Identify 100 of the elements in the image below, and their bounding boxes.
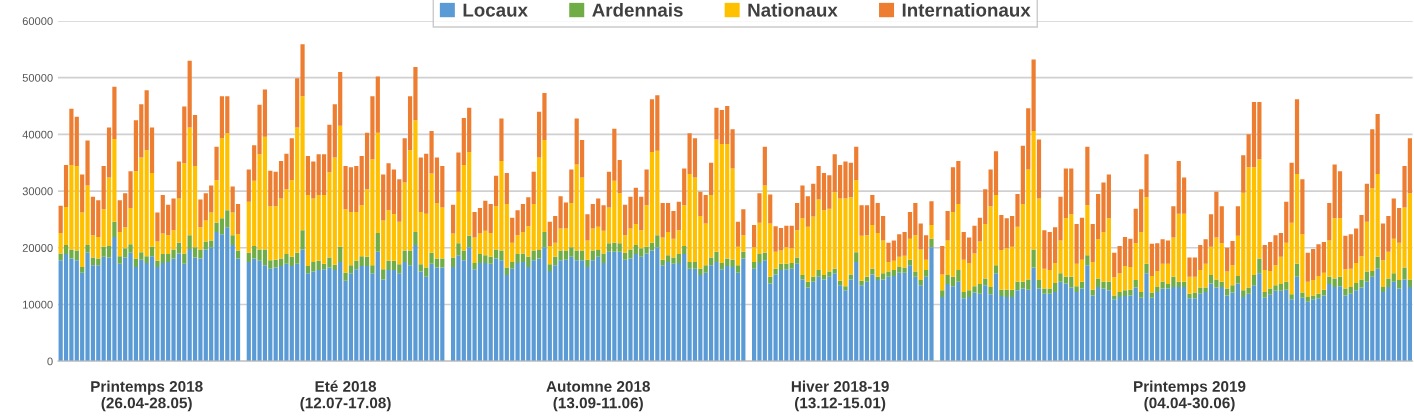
- x-tick-label: Eté 2018 (12.07-17.08): [300, 380, 391, 412]
- bar: [1112, 252, 1117, 278]
- bar: [1375, 256, 1380, 269]
- bar: [698, 268, 703, 275]
- bar: [924, 269, 929, 277]
- bar: [1079, 281, 1085, 289]
- y-tick-label: 30000: [22, 187, 53, 196]
- bar: [1149, 292, 1154, 298]
- bar: [85, 244, 90, 253]
- bar: [821, 274, 827, 280]
- bar: [703, 195, 708, 224]
- bar: [1122, 290, 1128, 296]
- bar: [1122, 295, 1128, 362]
- legend-label: Nationaux: [748, 2, 838, 17]
- bar: [1165, 240, 1171, 264]
- bar: [929, 225, 934, 239]
- bar: [579, 250, 585, 261]
- bar: [682, 246, 687, 255]
- bar: [741, 251, 746, 259]
- y-tick-label: 50000: [22, 73, 53, 82]
- bar: [1042, 230, 1047, 269]
- x-tick-label: Automne 2018 (13.09-11.06): [546, 381, 650, 412]
- bar: [1241, 155, 1246, 193]
- bar: [1171, 206, 1176, 238]
- bar: [811, 276, 816, 282]
- bar: [752, 225, 757, 248]
- bar: [472, 263, 477, 270]
- bar: [407, 250, 413, 266]
- bar: [703, 265, 708, 273]
- bar: [649, 99, 655, 152]
- bar: [305, 155, 311, 196]
- bar: [617, 243, 622, 252]
- bar: [1042, 288, 1047, 294]
- bar: [149, 246, 155, 257]
- bar: [348, 265, 354, 274]
- bar: [1300, 292, 1305, 298]
- bar: [1337, 276, 1343, 287]
- bar: [1208, 283, 1214, 362]
- bar: [1219, 281, 1224, 287]
- x-tick-label: Printemps 2019 (04.04-30.06): [1134, 380, 1246, 412]
- bar: [1375, 174, 1380, 257]
- bar: [1327, 276, 1332, 285]
- bar: [467, 235, 472, 248]
- bar: [800, 274, 805, 280]
- bar: [214, 146, 219, 181]
- bar: [940, 290, 945, 298]
- y-tick-label: 20000: [22, 244, 53, 252]
- bar: [1079, 259, 1085, 282]
- bar: [821, 279, 827, 362]
- bar: [843, 286, 848, 291]
- bar: [993, 265, 999, 274]
- bar: [112, 221, 117, 237]
- bar: [1036, 139, 1042, 199]
- legend-label: Ardennais: [592, 2, 683, 17]
- bar: [913, 271, 918, 277]
- bar: [106, 246, 112, 258]
- bar: [1031, 59, 1036, 131]
- bar: [940, 297, 945, 362]
- bar: [1144, 263, 1149, 274]
- bar: [230, 235, 235, 245]
- bar: [1327, 202, 1332, 241]
- bar: [918, 280, 923, 286]
- bar: [144, 256, 149, 264]
- bar: [1289, 294, 1294, 300]
- bar: [1407, 279, 1412, 287]
- bar: [1085, 255, 1090, 266]
- bar: [1337, 286, 1343, 362]
- bar: [1085, 205, 1090, 256]
- bar: [1300, 179, 1305, 235]
- bar: [338, 246, 343, 262]
- bar: [1112, 295, 1117, 300]
- bar: [1402, 267, 1407, 280]
- bar: [542, 231, 547, 248]
- y-tick-label: 60000: [22, 17, 53, 26]
- bar: [1246, 287, 1251, 294]
- bar: [1241, 290, 1246, 298]
- bar: [940, 246, 945, 275]
- bar: [450, 257, 456, 268]
- bar: [375, 233, 380, 252]
- bar: [757, 193, 762, 223]
- legend-label: Locaux: [463, 3, 528, 17]
- bar: [1036, 280, 1042, 289]
- bar: [617, 159, 622, 194]
- bar: [848, 274, 853, 280]
- bar: [1251, 274, 1257, 286]
- bar: [999, 289, 1004, 296]
- y-tick-label: 10000: [23, 300, 53, 309]
- bar: [907, 265, 913, 362]
- bar: [1375, 113, 1380, 175]
- bar: [268, 170, 273, 207]
- legend-label: Internationaux: [902, 2, 1031, 17]
- bar: [235, 250, 241, 259]
- bar: [219, 96, 225, 139]
- bar: [1122, 265, 1128, 291]
- bar: [988, 286, 993, 295]
- x-tick-label: Hiver 2018-19 (13.12-15.01): [791, 380, 889, 412]
- bar: [1294, 263, 1300, 277]
- bar: [343, 272, 348, 281]
- bar: [536, 250, 542, 259]
- bar: [993, 273, 999, 362]
